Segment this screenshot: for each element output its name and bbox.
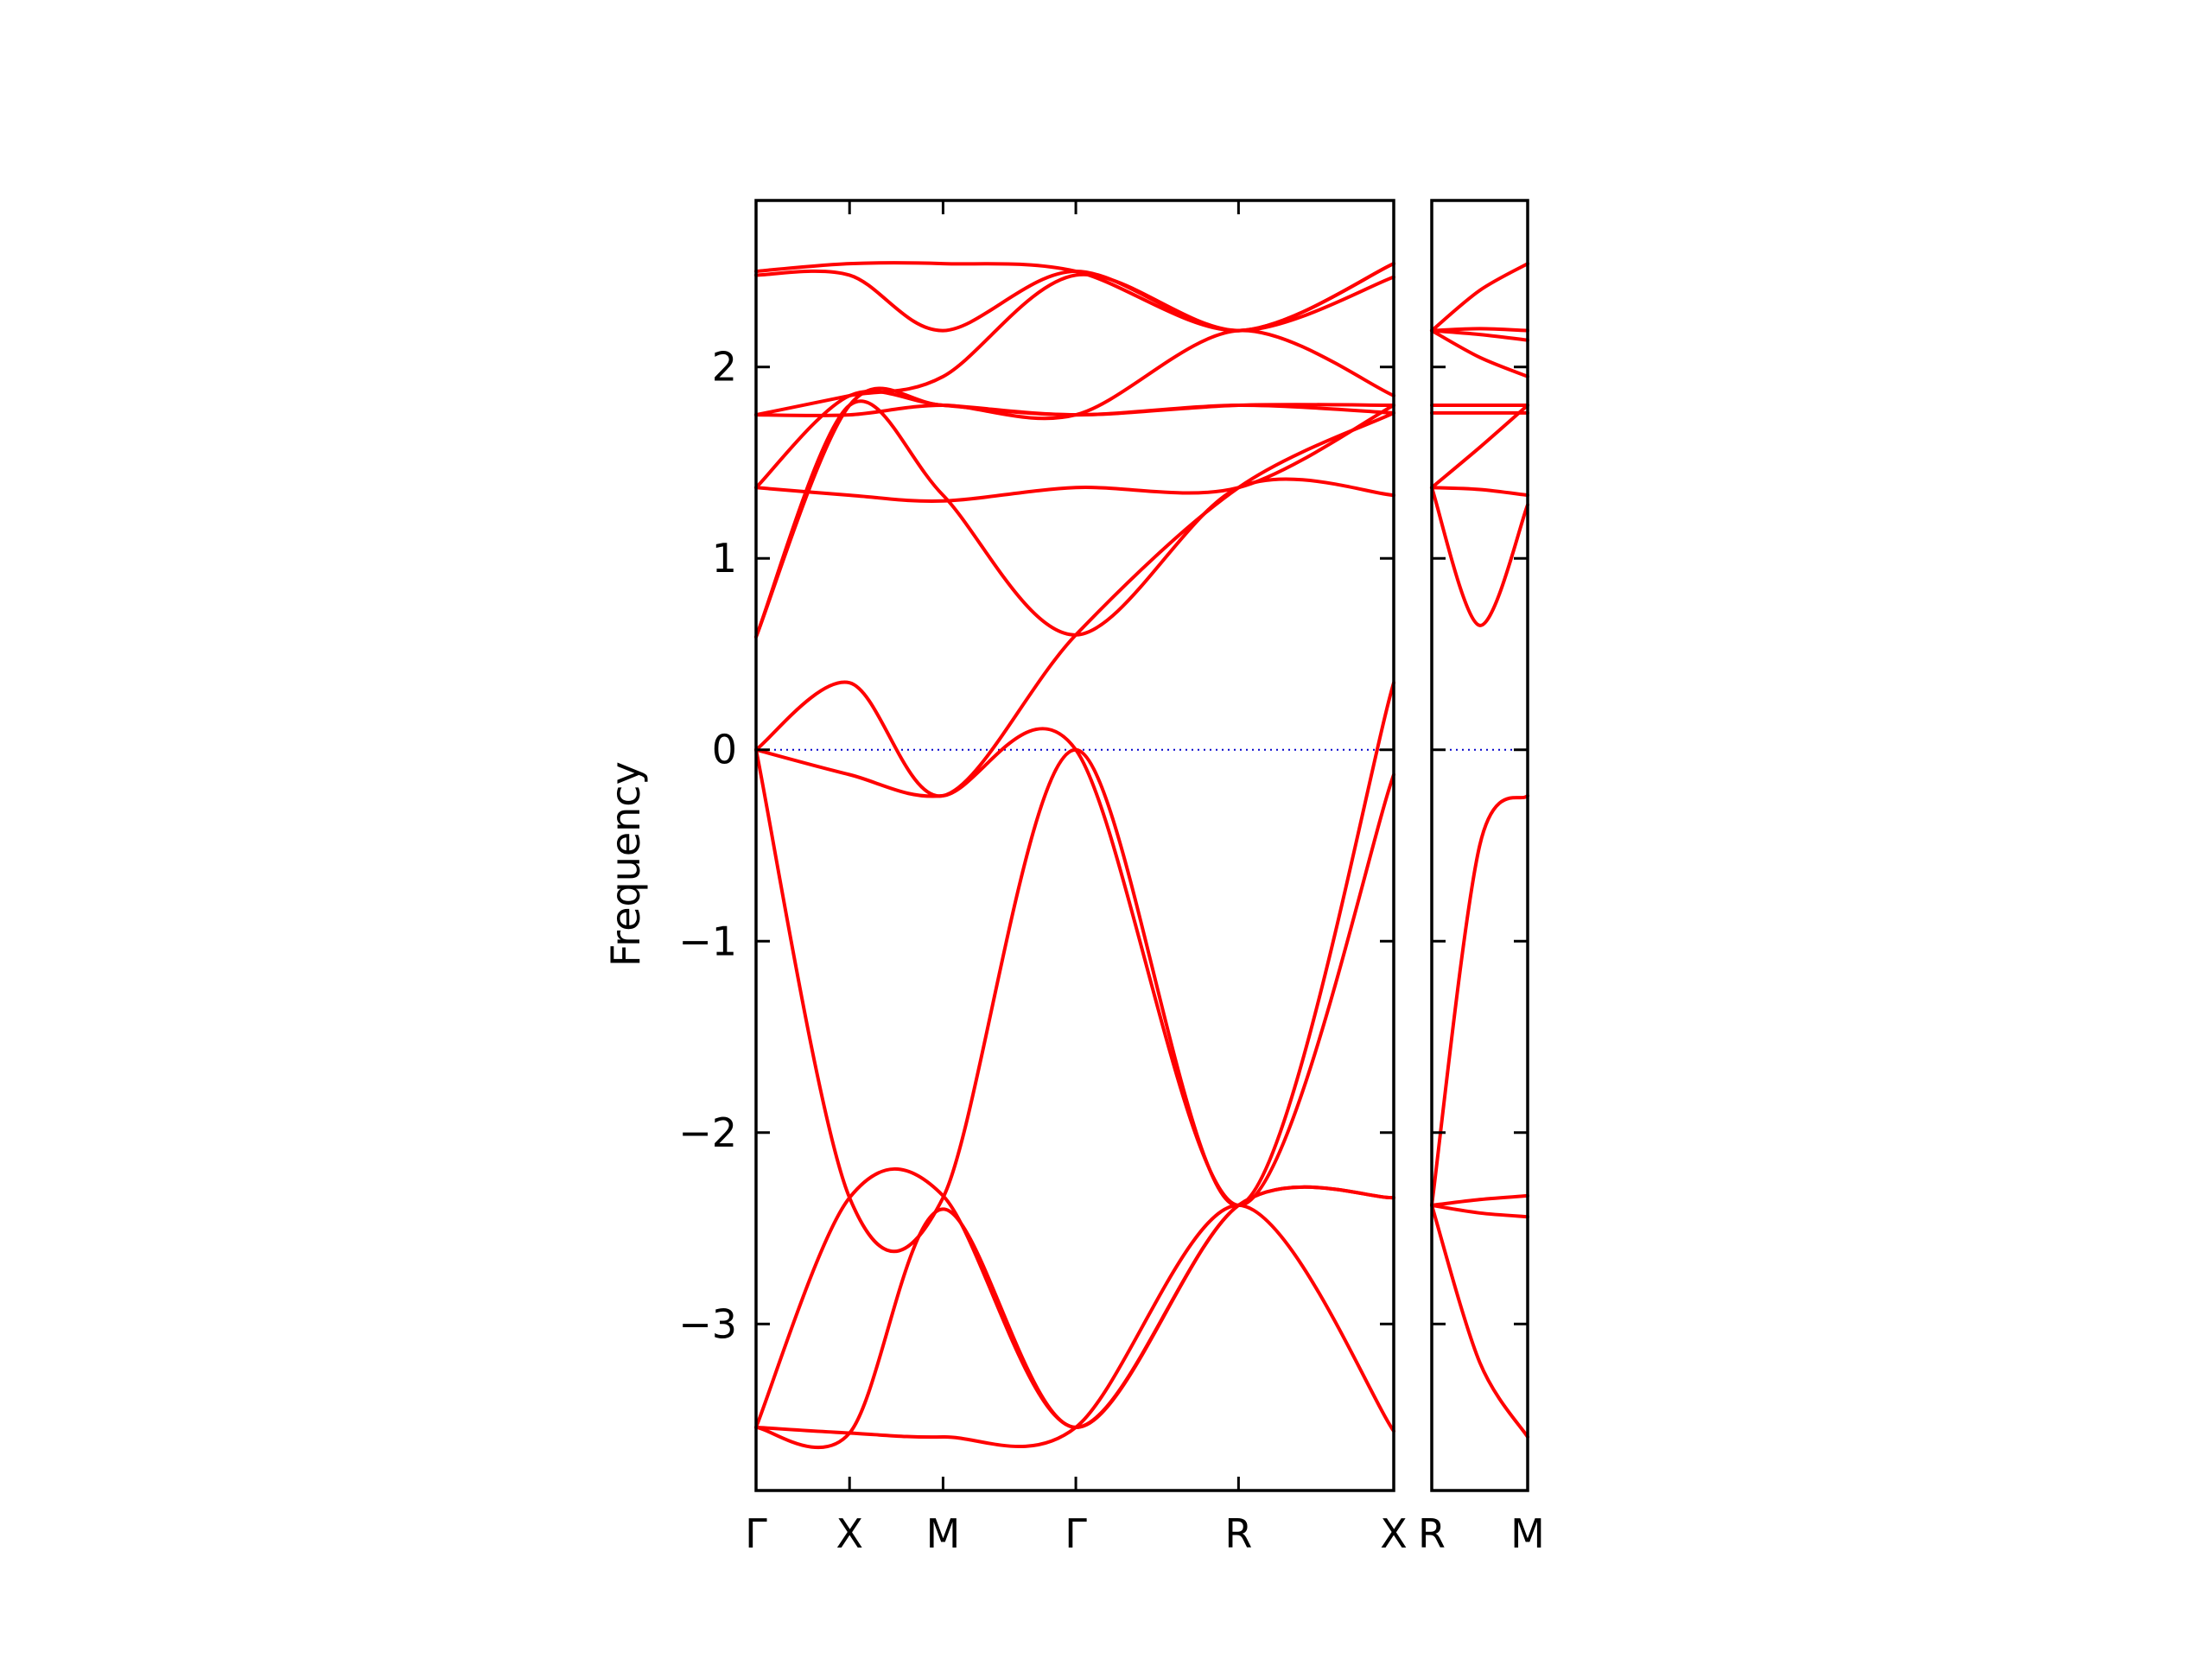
y-tick-labels: −3 −2 −1 0 1 2 (678, 344, 737, 1348)
kpoint-label: X (836, 1510, 863, 1557)
band-line-7 (1430, 404, 1529, 490)
kpoint-label: Γ (1065, 1510, 1087, 1557)
kpoint-label: R (1224, 1510, 1252, 1557)
right-panel-frame (1430, 199, 1529, 1492)
kpoint-label: R (1418, 1510, 1446, 1557)
y-tick-label: 0 (712, 727, 737, 773)
band-line-1 (1430, 1203, 1529, 1439)
band-line-4 (754, 681, 1395, 1253)
y-tick-label: 1 (712, 535, 737, 582)
band-line-11 (754, 328, 1395, 421)
band-line-14 (754, 261, 1395, 333)
band-line-13 (1430, 262, 1529, 333)
y-tick-label: 2 (712, 344, 737, 391)
kpoint-label: Γ (745, 1510, 767, 1557)
right-band-lines (1430, 262, 1529, 1439)
band-line-5 (754, 727, 1395, 1207)
band-line-10 (754, 389, 1395, 490)
main-band-lines (754, 261, 1395, 1450)
band-line-6 (1430, 486, 1529, 498)
kpoint-label: M (926, 1510, 961, 1557)
y-axis-label: Frequency (602, 761, 649, 967)
band-line-5 (1430, 486, 1529, 627)
kpoint-label: X (1380, 1510, 1408, 1557)
y-tick-label: −3 (678, 1300, 737, 1347)
band-line-12 (1430, 328, 1529, 342)
band-line-9 (754, 404, 1395, 504)
main-panel-frame (754, 199, 1395, 1492)
band-line-2 (1430, 1203, 1529, 1219)
band-line-4 (1430, 793, 1529, 1207)
y-tick-label: −2 (678, 1109, 737, 1156)
kpoint-label: M (1510, 1510, 1545, 1557)
band-line-10 (1430, 328, 1529, 378)
band-line-6 (754, 410, 1395, 798)
band-line-3 (1430, 1193, 1529, 1207)
y-tick-label: −1 (678, 918, 737, 964)
